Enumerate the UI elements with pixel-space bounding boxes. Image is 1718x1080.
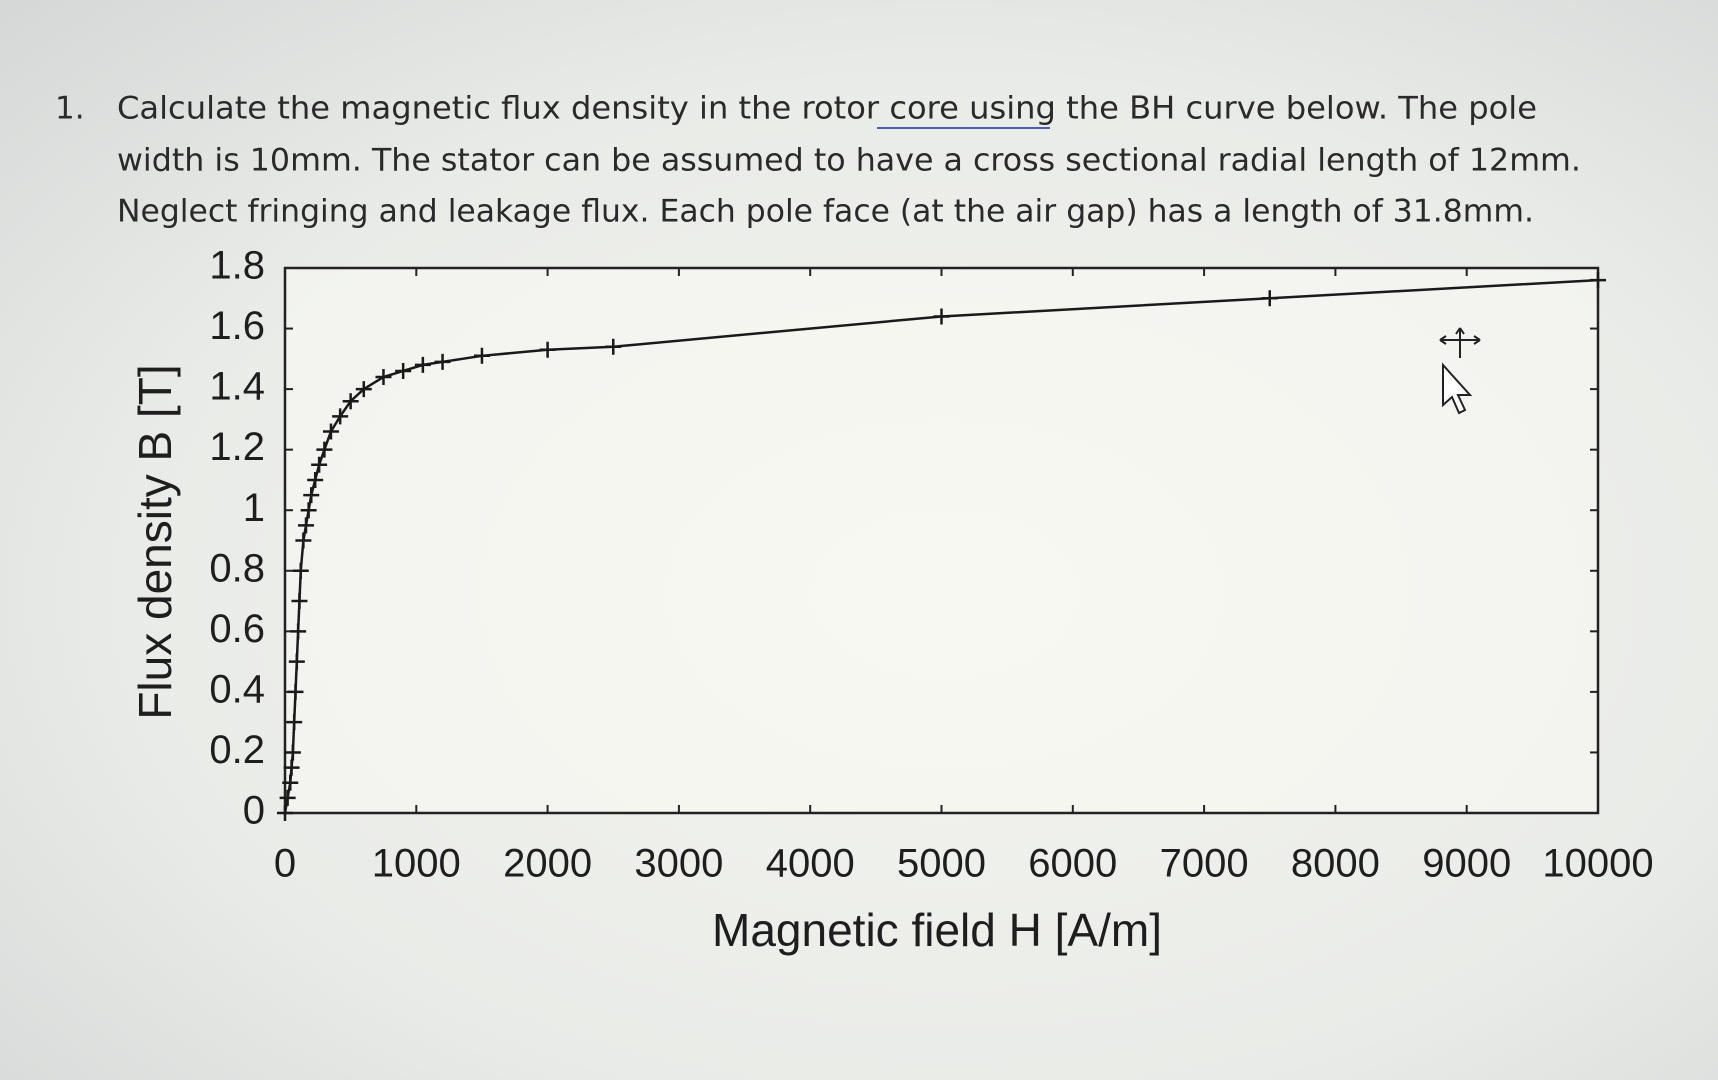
- x-tick-label: 3000: [634, 842, 723, 886]
- y-tick-label: 0.2: [209, 728, 265, 772]
- y-axis-label: Flux density B [T]: [129, 364, 181, 719]
- data-marker: [311, 456, 328, 473]
- y-tick-label: 1.6: [209, 304, 265, 348]
- x-tick-label: 10000: [1542, 842, 1653, 886]
- question-number: 1.: [55, 91, 85, 127]
- data-marker: [355, 381, 372, 398]
- data-marker: [473, 347, 490, 364]
- y-tick-label: 1.2: [209, 425, 265, 469]
- question-line: Neglect fringing and leakage flux. Each …: [117, 194, 1534, 230]
- y-tick-label: 0: [243, 789, 265, 833]
- data-marker: [286, 714, 303, 731]
- data-marker: [342, 393, 359, 410]
- y-tick-label: 1.4: [209, 365, 265, 409]
- data-marker: [316, 441, 333, 458]
- data-marker: [298, 517, 315, 534]
- x-tick-label: 4000: [766, 842, 855, 886]
- data-marker: [287, 683, 304, 700]
- y-tick-label: 1.8: [209, 244, 265, 288]
- data-marker: [300, 502, 317, 519]
- data-marker: [322, 423, 339, 440]
- data-marker: [933, 308, 950, 325]
- x-tick-label: 6000: [1028, 842, 1117, 886]
- data-marker: [1590, 272, 1606, 289]
- data-marker: [288, 653, 305, 670]
- x-tick-label: 2000: [503, 842, 592, 886]
- x-tick-label: 9000: [1422, 842, 1511, 886]
- data-marker: [395, 362, 412, 379]
- data-marker: [1261, 290, 1278, 307]
- data-marker: [539, 341, 556, 358]
- plot-frame: [283, 266, 1600, 815]
- y-tick-label: 1: [243, 486, 265, 530]
- data-marker: [283, 759, 300, 776]
- data-marker: [434, 353, 451, 370]
- x-tick-label: 7000: [1160, 842, 1249, 886]
- x-axis-label: Magnetic field H [A/m]: [712, 904, 1162, 956]
- question-line: Calculate the magnetic flux density in t…: [117, 91, 1537, 127]
- cursor-icon: [1442, 362, 1473, 415]
- data-marker: [414, 356, 431, 373]
- data-marker: [307, 471, 324, 488]
- data-marker: [277, 805, 293, 821]
- data-marker: [303, 487, 320, 504]
- y-tick-label: 0.6: [209, 607, 265, 651]
- data-marker: [282, 774, 299, 791]
- data-marker: [279, 789, 296, 806]
- data-marker: [284, 744, 301, 761]
- move-cursor-arrows: [1439, 327, 1481, 358]
- data-marker: [295, 532, 312, 549]
- data-marker: [332, 408, 349, 425]
- y-tick-label: 0.4: [209, 667, 265, 711]
- x-tick-label: 8000: [1291, 842, 1380, 886]
- question-line: width is 10mm. The stator can be assumed…: [117, 143, 1581, 179]
- data-marker: [605, 338, 622, 355]
- x-tick-label: 1000: [372, 842, 461, 886]
- plot: 0 1000 2000 3000 4000 5000 6000 7000 8000 9000 100…: [129, 244, 1653, 957]
- x-tick-label: 5000: [897, 842, 986, 886]
- data-marker: [375, 369, 392, 385]
- data-marker: [290, 623, 307, 640]
- data-marker: [292, 562, 309, 579]
- x-tick-label: 0: [274, 842, 296, 886]
- y-tick-label: 0.8: [209, 546, 265, 590]
- data-marker: [291, 593, 308, 610]
